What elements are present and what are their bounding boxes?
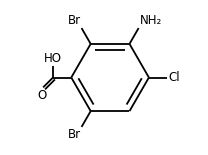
Text: NH₂: NH₂ xyxy=(139,14,162,27)
Text: Br: Br xyxy=(68,14,81,27)
Text: O: O xyxy=(37,89,47,102)
Text: Br: Br xyxy=(68,128,81,141)
Text: HO: HO xyxy=(44,52,62,65)
Text: Cl: Cl xyxy=(168,71,180,84)
